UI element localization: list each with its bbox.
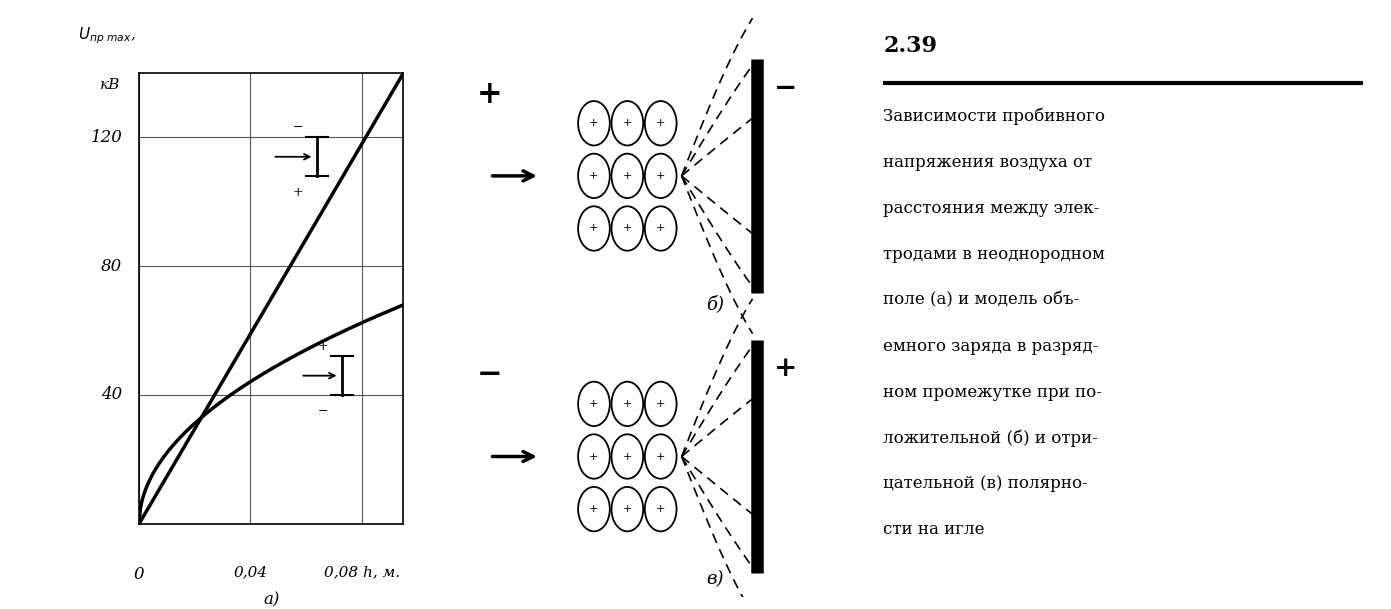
- Text: тродами в неоднородном: тродами в неоднородном: [883, 246, 1106, 262]
- Text: +: +: [590, 504, 598, 514]
- Text: −: −: [317, 404, 328, 418]
- Text: −: −: [477, 359, 502, 390]
- Text: ложительной (б) и отри-: ложительной (б) и отри-: [883, 429, 1097, 447]
- Text: −: −: [775, 75, 797, 102]
- Text: $U_{пр\ max}$,: $U_{пр\ max}$,: [78, 26, 136, 46]
- Text: цательной (в) полярно-: цательной (в) полярно-: [883, 476, 1088, 493]
- Text: емного заряда в разряд-: емного заряда в разряд-: [883, 337, 1099, 354]
- Text: б): б): [707, 295, 723, 314]
- Text: Зависимости пробивного: Зависимости пробивного: [883, 108, 1106, 125]
- Text: +: +: [623, 118, 632, 128]
- Text: а): а): [263, 591, 280, 608]
- Text: +: +: [477, 79, 502, 110]
- Text: +: +: [590, 171, 598, 181]
- Text: +: +: [657, 118, 665, 128]
- Text: 2.39: 2.39: [883, 35, 938, 57]
- Text: расстояния между элек-: расстояния между элек-: [883, 200, 1100, 217]
- Text: +: +: [657, 451, 665, 462]
- Text: сти на игле: сти на игле: [883, 521, 985, 538]
- Text: 40: 40: [102, 387, 122, 404]
- Text: 0,04: 0,04: [234, 566, 267, 580]
- Text: +: +: [657, 399, 665, 409]
- Text: +: +: [590, 399, 598, 409]
- Text: +: +: [623, 224, 632, 233]
- Text: +: +: [292, 186, 303, 199]
- Text: ном промежутке при по-: ном промежутке при по-: [883, 384, 1102, 401]
- Text: +: +: [590, 451, 598, 462]
- Text: +: +: [775, 355, 797, 382]
- Text: +: +: [590, 118, 598, 128]
- Text: +: +: [657, 224, 665, 233]
- Text: +: +: [317, 340, 328, 353]
- Text: напряжения воздуха от: напряжения воздуха от: [883, 154, 1092, 171]
- Text: 80: 80: [102, 258, 122, 275]
- Text: 0: 0: [134, 566, 145, 583]
- Text: в): в): [707, 570, 723, 588]
- Text: 120: 120: [90, 129, 122, 146]
- Text: кВ: кВ: [99, 77, 120, 91]
- Text: 0,08 h, м.: 0,08 h, м.: [324, 566, 399, 580]
- Text: +: +: [623, 504, 632, 514]
- Text: +: +: [623, 171, 632, 181]
- Text: +: +: [657, 504, 665, 514]
- Text: +: +: [657, 171, 665, 181]
- Text: поле (а) и модель объ-: поле (а) и модель объ-: [883, 292, 1079, 309]
- Text: +: +: [623, 451, 632, 462]
- Text: −: −: [292, 121, 303, 134]
- Text: +: +: [623, 399, 632, 409]
- Text: +: +: [590, 224, 598, 233]
